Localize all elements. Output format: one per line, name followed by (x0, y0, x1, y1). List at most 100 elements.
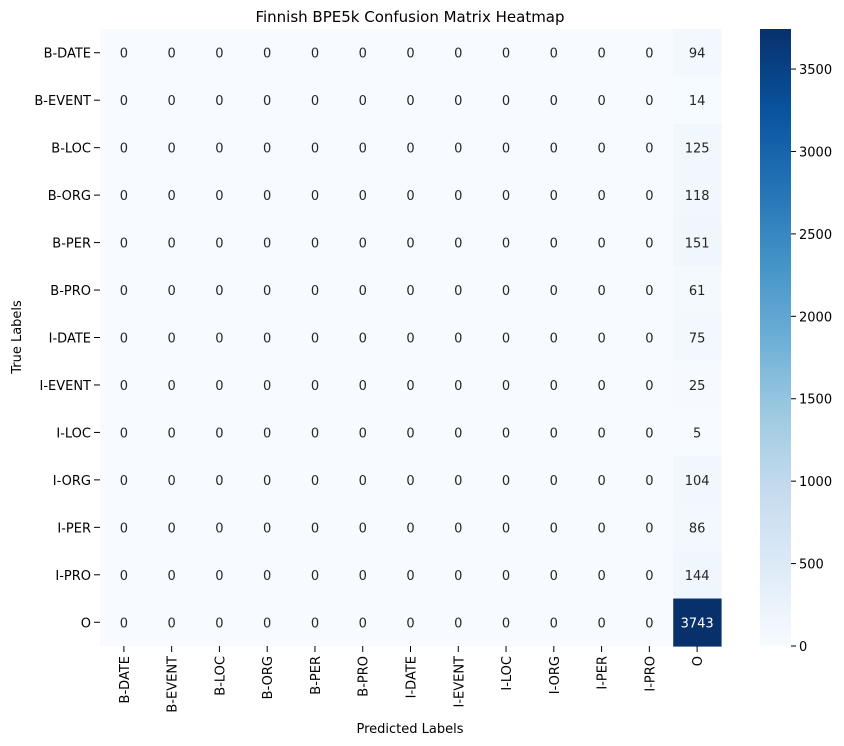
cell-value-label: 0 (645, 189, 653, 204)
heatmap-cell (434, 408, 483, 457)
heatmap-cell (529, 218, 579, 267)
cell-value-label: 0 (311, 189, 319, 204)
heatmap-cell (195, 456, 244, 505)
heatmap-cell (577, 408, 627, 457)
y-tick-label: I-EVENT (39, 379, 91, 394)
heatmap-cell (625, 171, 674, 220)
heatmap-cell (434, 313, 483, 362)
heatmap-cell (529, 171, 579, 220)
heatmap-cell (529, 313, 579, 362)
heatmap-cell (147, 598, 197, 647)
cell-value-label: 0 (645, 426, 653, 441)
cell-value-label: 0 (550, 332, 558, 347)
heatmap-cell (482, 361, 531, 410)
heatmap-cell (625, 313, 674, 362)
cell-value-label: 0 (359, 569, 367, 584)
cell-value-label: 0 (406, 237, 414, 252)
heatmap-cell (482, 218, 531, 267)
colorbar-tick-label: 1000 (799, 475, 832, 490)
heatmap-cell (529, 266, 579, 315)
cell-value-label: 0 (168, 284, 176, 299)
cell-value-label: 0 (454, 142, 462, 157)
cell-value-label: 0 (406, 379, 414, 394)
cell-value-label: 0 (406, 142, 414, 157)
cell-value-label: 0 (120, 142, 128, 157)
cell-value-label: 0 (168, 332, 176, 347)
cell-value-label: 0 (359, 332, 367, 347)
cell-value-label: 0 (263, 47, 271, 62)
cell-value-label: 0 (215, 569, 223, 584)
cell-value-label: 0 (359, 616, 367, 631)
cell-value-label: 0 (645, 94, 653, 109)
x-tick-label: B-ORG (261, 656, 276, 699)
heatmap-cell (482, 266, 531, 315)
heatmap-cell (625, 123, 674, 172)
heatmap-cell (100, 408, 149, 457)
heatmap-cell (291, 503, 340, 552)
cell-value-label: 0 (406, 284, 414, 299)
y-tick-label: I-PRO (55, 569, 91, 584)
heatmap-cell (195, 218, 244, 267)
heatmap-cell (482, 456, 531, 505)
cell-value-label: 0 (263, 237, 271, 252)
heatmap-cell (529, 361, 579, 410)
cell-value-label: 0 (359, 379, 367, 394)
heatmap-cell (386, 361, 435, 410)
cell-value-label: 0 (359, 521, 367, 536)
heatmap-cell (291, 266, 340, 315)
cell-value-label: 0 (597, 474, 605, 489)
cell-value-label: 0 (502, 426, 510, 441)
heatmap-cell (195, 76, 244, 125)
heatmap-cell (673, 503, 722, 552)
heatmap-cell (529, 123, 579, 172)
heatmap-cell (147, 171, 197, 220)
heatmap-cell (482, 551, 531, 600)
heatmap-cell (291, 123, 340, 172)
cell-value-label: 0 (597, 237, 605, 252)
heatmap-cell (100, 29, 149, 78)
cell-value-label: 0 (645, 379, 653, 394)
heatmap-cell (243, 503, 292, 552)
heatmap-cell (577, 456, 627, 505)
cell-value-label: 0 (645, 521, 653, 536)
heatmap-cell (386, 171, 435, 220)
cell-value-label: 0 (597, 332, 605, 347)
y-tick-label: I-LOC (56, 426, 91, 441)
cell-value-label: 0 (645, 47, 653, 62)
heatmap-cell (673, 76, 722, 125)
cell-value-label: 0 (502, 284, 510, 299)
y-tick-label: B-EVENT (34, 94, 91, 109)
cell-value-label: 0 (120, 379, 128, 394)
heatmap-cell (100, 361, 149, 410)
cell-value-label: 0 (359, 426, 367, 441)
cell-value-label: 0 (502, 474, 510, 489)
heatmap-cell (529, 76, 579, 125)
heatmap-cell (625, 29, 674, 78)
cell-value-label: 0 (263, 474, 271, 489)
cell-value-label: 0 (263, 94, 271, 109)
heatmap-cell (625, 408, 674, 457)
colorbar: 0 500 1000 1500 2000 2500 3000 3500 (760, 29, 832, 655)
cell-value-label: 0 (645, 142, 653, 157)
y-axis-ticks: B-DATE B-EVENT B-LOC B-ORG B-PER B-PRO I-DATE I… (34, 47, 100, 631)
cell-value-label: 0 (168, 189, 176, 204)
cell-value-label: 144 (685, 569, 710, 584)
heatmap-cell (338, 551, 388, 600)
cell-value-label: 0 (263, 616, 271, 631)
heatmap-cell (195, 29, 244, 78)
heatmap-cell (243, 313, 292, 362)
cell-value-label: 0 (359, 474, 367, 489)
heatmap-cell (386, 123, 435, 172)
cell-value-label: 0 (120, 237, 128, 252)
heatmap-cell (386, 76, 435, 125)
cell-value-label: 0 (406, 332, 414, 347)
y-tick-label: B-PRO (50, 284, 91, 299)
heatmap-cell (673, 29, 722, 78)
x-tick-label: B-EVENT (166, 656, 181, 713)
cell-value-label: 0 (311, 332, 319, 347)
cell-value-label: 0 (168, 426, 176, 441)
cell-value-label: 0 (215, 47, 223, 62)
heatmap-cell (100, 218, 149, 267)
cell-value-label: 0 (359, 189, 367, 204)
y-tick-label: B-DATE (44, 47, 91, 62)
